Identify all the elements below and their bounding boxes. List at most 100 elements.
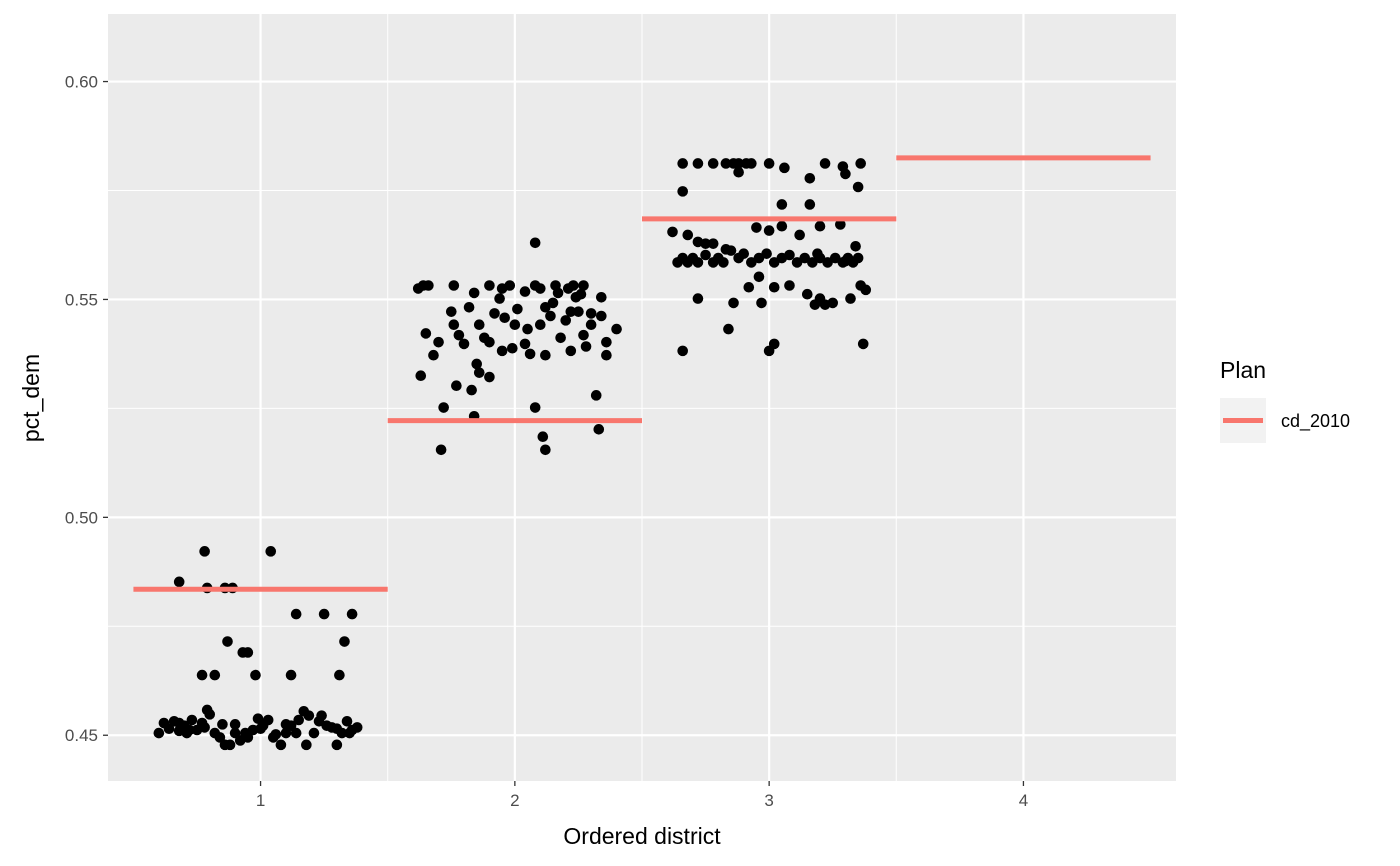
data-point bbox=[768, 338, 780, 350]
data-point bbox=[290, 608, 302, 620]
data-point bbox=[494, 293, 505, 304]
data-point bbox=[578, 280, 589, 291]
data-point bbox=[303, 710, 315, 721]
data-point bbox=[763, 225, 775, 236]
data-point bbox=[580, 341, 592, 352]
data-point bbox=[341, 715, 353, 727]
data-point bbox=[720, 158, 732, 169]
data-point bbox=[448, 280, 460, 291]
data-point bbox=[738, 248, 750, 259]
data-point bbox=[578, 329, 589, 341]
data-point bbox=[692, 158, 704, 169]
data-point bbox=[751, 222, 762, 233]
data-point bbox=[316, 710, 327, 721]
data-point bbox=[293, 714, 305, 726]
data-point bbox=[845, 293, 856, 304]
data-point bbox=[433, 336, 444, 348]
data-point bbox=[451, 380, 462, 392]
data-point bbox=[184, 724, 195, 736]
data-point bbox=[466, 384, 477, 396]
data-point bbox=[593, 424, 605, 435]
data-point bbox=[534, 319, 546, 331]
data-point bbox=[540, 444, 551, 456]
data-point bbox=[484, 371, 495, 383]
data-point bbox=[173, 717, 185, 729]
data-point bbox=[471, 358, 483, 370]
x-tick-label: 3 bbox=[764, 791, 773, 810]
data-point bbox=[522, 323, 533, 335]
data-point bbox=[852, 252, 864, 264]
data-point bbox=[496, 345, 508, 357]
data-point bbox=[280, 719, 292, 730]
data-point bbox=[776, 199, 788, 210]
data-point bbox=[153, 727, 165, 739]
data-point bbox=[814, 220, 826, 232]
data-point bbox=[794, 229, 805, 241]
data-point bbox=[801, 288, 813, 300]
data-point bbox=[509, 319, 521, 331]
data-point bbox=[560, 315, 572, 326]
data-point bbox=[540, 349, 551, 361]
data-point bbox=[453, 329, 465, 341]
data-point bbox=[555, 332, 566, 344]
minor-gridlines bbox=[108, 14, 1176, 781]
data-point bbox=[265, 546, 277, 557]
data-point bbox=[435, 444, 447, 456]
data-point bbox=[819, 158, 831, 169]
data-point bbox=[534, 283, 546, 294]
data-point bbox=[448, 319, 460, 331]
data-point bbox=[423, 280, 434, 291]
data-point bbox=[601, 349, 612, 361]
data-point bbox=[768, 281, 780, 293]
data-point bbox=[308, 727, 320, 739]
data-point bbox=[804, 172, 816, 184]
y-axis: 0.45 0.50 0.55 0.60 bbox=[65, 73, 108, 745]
data-point bbox=[420, 328, 432, 339]
data-point bbox=[479, 332, 490, 344]
data-point bbox=[344, 727, 355, 739]
y-tick-label: 0.55 bbox=[65, 290, 98, 309]
data-point bbox=[318, 608, 330, 620]
data-point bbox=[733, 158, 744, 169]
data-point bbox=[331, 739, 343, 751]
data-point bbox=[438, 402, 449, 413]
data-point bbox=[700, 249, 711, 261]
data-point bbox=[850, 240, 861, 252]
data-point bbox=[763, 158, 775, 169]
data-point bbox=[285, 669, 297, 681]
data-point bbox=[512, 303, 523, 315]
data-point bbox=[346, 608, 358, 620]
data-point bbox=[250, 669, 261, 681]
data-point bbox=[519, 286, 531, 297]
data-point bbox=[756, 297, 767, 309]
data-point bbox=[707, 238, 719, 249]
data-point bbox=[804, 199, 816, 210]
data-point bbox=[585, 308, 597, 319]
data-point bbox=[596, 291, 607, 303]
data-point bbox=[692, 257, 704, 268]
data-point bbox=[199, 546, 210, 557]
x-tick-label: 1 bbox=[256, 791, 265, 810]
data-point bbox=[677, 345, 688, 357]
data-point bbox=[214, 732, 226, 743]
data-point bbox=[718, 257, 729, 268]
data-point bbox=[209, 669, 221, 681]
data-point bbox=[596, 310, 607, 322]
data-point bbox=[255, 723, 266, 735]
x-tick-label: 4 bbox=[1019, 791, 1028, 810]
data-point bbox=[743, 281, 755, 293]
data-point bbox=[267, 732, 279, 743]
data-points bbox=[153, 158, 872, 751]
data-point bbox=[545, 310, 556, 322]
legend-label-cd_2010: cd_2010 bbox=[1281, 411, 1350, 432]
data-point bbox=[857, 338, 869, 350]
major-gridlines bbox=[108, 14, 1176, 781]
data-point bbox=[677, 158, 688, 169]
data-point bbox=[761, 248, 772, 259]
legend-title: Plan bbox=[1220, 357, 1266, 383]
data-point bbox=[852, 181, 864, 193]
data-point bbox=[463, 301, 475, 313]
data-point bbox=[728, 297, 739, 309]
data-point bbox=[562, 283, 574, 294]
